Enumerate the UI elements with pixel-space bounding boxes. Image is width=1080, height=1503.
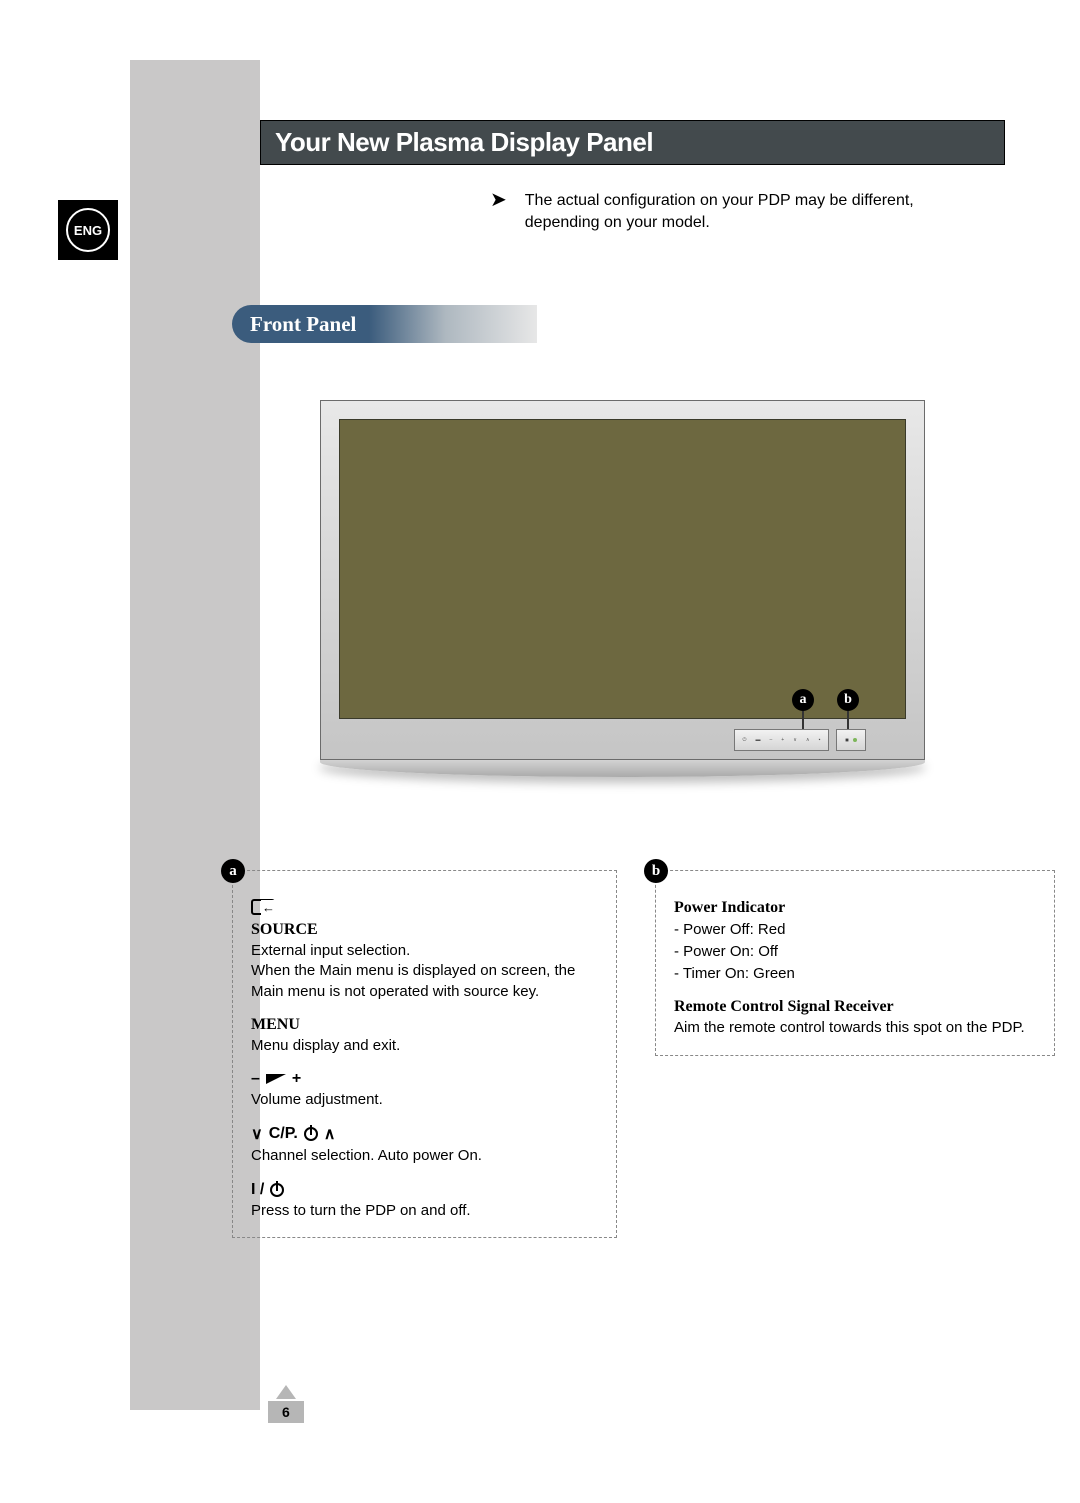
callout-a-badge: a bbox=[221, 859, 245, 883]
power-block: I / Press to turn the PDP on and off. bbox=[251, 1181, 600, 1221]
callout-b-badge-label: b bbox=[652, 863, 660, 880]
source-block: SOURCE External input selection. When th… bbox=[251, 899, 600, 1002]
menu-block: MENU Menu display and exit. bbox=[251, 1016, 600, 1056]
power-indicator-heading: Power Indicator bbox=[674, 899, 1038, 917]
power-indicator-item: - Timer On: Green bbox=[674, 963, 1038, 985]
menu-heading: MENU bbox=[251, 1016, 600, 1034]
tv-illustration: a b ⏻▬–+∨∧▪ bbox=[320, 400, 925, 777]
callout-b: b Power Indicator - Power Off: Red - Pow… bbox=[655, 870, 1055, 1056]
page-title: Your New Plasma Display Panel bbox=[275, 127, 653, 157]
volume-plus: + bbox=[292, 1070, 301, 1088]
page-number-wrap: 6 bbox=[268, 1385, 304, 1423]
chevron-down-icon: ∨ bbox=[251, 1124, 263, 1144]
power-indicator-item: - Power On: Off bbox=[674, 941, 1038, 963]
menu-text: Menu display and exit. bbox=[251, 1036, 600, 1056]
marker-a-label: a bbox=[800, 692, 807, 708]
section-heading-text: Front Panel bbox=[250, 312, 356, 337]
note-row: ➤ The actual configuration on your PDP m… bbox=[490, 190, 960, 235]
channel-text: Channel selection. Auto power On. bbox=[251, 1146, 600, 1166]
language-badge: ENG bbox=[58, 200, 118, 260]
remote-receiver-block: Remote Control Signal Receiver Aim the r… bbox=[674, 998, 1038, 1038]
remote-receiver-text: Aim the remote control towards this spot… bbox=[674, 1018, 1038, 1038]
callout-a: a SOURCE External input selection. When … bbox=[232, 870, 617, 1238]
page-title-box: Your New Plasma Display Panel bbox=[260, 120, 1005, 165]
marker-b: b bbox=[837, 689, 859, 711]
power-label: I / bbox=[251, 1181, 264, 1199]
marker-b-label: b bbox=[844, 692, 852, 708]
page-title-bar: Your New Plasma Display Panel bbox=[261, 121, 1004, 164]
tv-bezel: a b ⏻▬–+∨∧▪ bbox=[320, 400, 925, 760]
marker-a-line bbox=[802, 711, 804, 729]
tv-control-panel: ⏻▬–+∨∧▪ bbox=[734, 729, 829, 751]
marker-a: a bbox=[792, 689, 814, 711]
volume-block: – + Volume adjustment. bbox=[251, 1070, 600, 1110]
volume-icon bbox=[266, 1074, 286, 1084]
volume-text: Volume adjustment. bbox=[251, 1090, 600, 1110]
marker-b-line bbox=[847, 711, 849, 729]
ir-receiver-dot bbox=[845, 738, 849, 742]
chevron-up-icon: ∧ bbox=[324, 1124, 336, 1144]
led-indicator-dot bbox=[853, 738, 857, 742]
note-text: The actual configuration on your PDP may… bbox=[525, 190, 960, 235]
language-circle: ENG bbox=[66, 208, 110, 252]
power-icon bbox=[270, 1183, 284, 1197]
note-arrow-icon: ➤ bbox=[490, 190, 507, 210]
tv-screen bbox=[339, 419, 906, 719]
channel-block: ∨ C/P. ∧ Channel selection. Auto power O… bbox=[251, 1124, 600, 1166]
power-indicator-list: - Power Off: Red - Power On: Off - Timer… bbox=[674, 919, 1038, 984]
power-text: Press to turn the PDP on and off. bbox=[251, 1201, 600, 1221]
power-indicator-block: Power Indicator - Power Off: Red - Power… bbox=[674, 899, 1038, 984]
page-number: 6 bbox=[282, 1404, 290, 1420]
page-number-box: 6 bbox=[268, 1401, 304, 1423]
language-code: ENG bbox=[74, 223, 102, 238]
tv-stand bbox=[320, 759, 925, 777]
volume-minus: – bbox=[251, 1070, 260, 1088]
callout-a-badge-label: a bbox=[229, 863, 237, 880]
section-heading: Front Panel bbox=[232, 305, 537, 343]
source-heading: SOURCE bbox=[251, 921, 600, 939]
tv-indicator-panel bbox=[836, 729, 866, 751]
callout-b-badge: b bbox=[644, 859, 668, 883]
source-icon bbox=[251, 899, 275, 915]
power-indicator-item: - Power Off: Red bbox=[674, 919, 1038, 941]
channel-label: C/P. bbox=[269, 1125, 298, 1143]
remote-receiver-heading: Remote Control Signal Receiver bbox=[674, 998, 1038, 1016]
triangle-up-icon bbox=[276, 1385, 296, 1399]
power-icon-small bbox=[304, 1127, 318, 1141]
source-text: External input selection. When the Main … bbox=[251, 941, 600, 1002]
